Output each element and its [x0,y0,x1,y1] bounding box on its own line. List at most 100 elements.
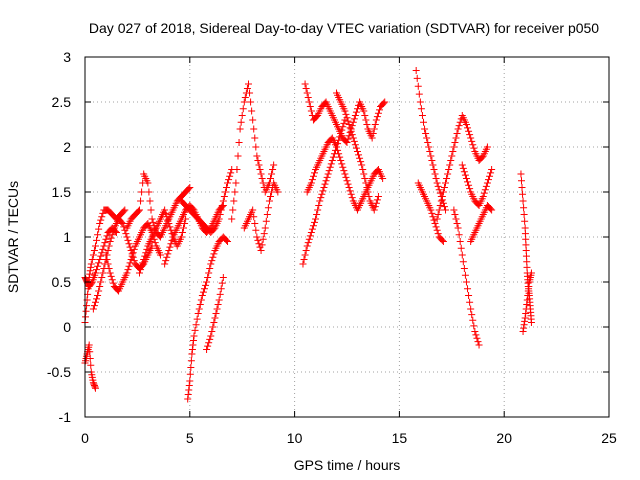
data-point [203,346,211,353]
data-point [308,176,316,184]
series-sat-g [135,206,190,277]
data-point [261,224,269,232]
data-point [234,152,242,160]
data-point [221,188,229,196]
data-point [527,319,535,326]
data-point [228,215,236,223]
data-point [90,302,98,310]
data-point [448,152,456,160]
data-point [342,173,350,181]
data-point [440,203,448,211]
data-point [361,112,369,119]
data-point [486,172,494,180]
data-point [335,150,343,158]
data-point [121,206,129,214]
data-point [258,241,266,249]
data-point [360,107,368,115]
data-point [362,179,370,187]
data-point [130,257,138,265]
data-point [142,249,150,257]
data-point [178,229,186,236]
data-point [462,175,470,182]
data-point [342,110,350,118]
data-point [266,175,274,182]
data-point [207,260,215,268]
data-point [474,338,482,346]
data-point [253,233,261,241]
data-point [216,290,224,298]
data-point [341,107,349,115]
data-point [318,190,326,198]
data-point [89,251,97,259]
data-point [122,230,130,238]
data-point [90,247,98,254]
data-point [185,382,193,389]
data-point [257,247,265,254]
data-point [98,213,106,221]
data-point [449,148,457,155]
data-point [416,98,424,106]
data-point [309,222,317,230]
data-point [166,243,174,251]
data-point [194,310,202,317]
data-point [88,279,96,287]
data-point [125,240,133,248]
data-point [190,332,198,340]
data-point [164,216,172,224]
x-tick-label: 5 [186,430,194,446]
data-point [461,171,469,179]
data-point [368,134,376,142]
data-point [127,256,135,263]
data-point [446,161,454,169]
data-point [455,231,463,239]
data-point [520,204,528,212]
data-point [432,223,440,231]
y-tick-label: 0.5 [52,274,72,290]
data-point [424,139,432,146]
data-point [217,206,225,214]
data-point [167,240,175,248]
data-point [372,199,380,207]
data-point [301,80,309,88]
data-point [268,188,276,196]
data-point [185,386,193,394]
data-point [356,154,364,162]
data-point [107,234,115,242]
data-point [204,274,212,281]
data-point [313,211,321,218]
data-point [458,251,466,259]
data-point [139,259,147,267]
data-point [345,132,353,140]
data-point [351,112,359,119]
data-point [316,197,324,205]
data-point [197,296,205,304]
data-point [162,209,170,217]
data-point [210,319,218,326]
data-point [438,236,446,244]
data-point [518,184,526,191]
data-point [213,305,221,313]
data-point [250,213,258,221]
data-point [372,116,380,124]
data-point [479,193,487,200]
data-point [224,238,232,245]
y-axis-label: SDTVAR / TECUs [5,181,21,293]
data-point [86,355,94,362]
data-point [457,244,465,252]
data-point [222,236,230,244]
data-point [360,170,368,178]
data-point [251,134,259,142]
series-sat-i [177,166,236,236]
data-point [519,328,527,335]
data-point [196,301,204,308]
data-point [299,260,307,268]
data-point [141,252,149,260]
data-point [375,106,383,114]
data-point [96,220,104,227]
series-sat-f [123,170,194,241]
data-point [118,218,126,226]
data-point [102,251,110,259]
data-point [274,188,282,196]
data-point [358,161,366,169]
data-point [95,259,103,267]
